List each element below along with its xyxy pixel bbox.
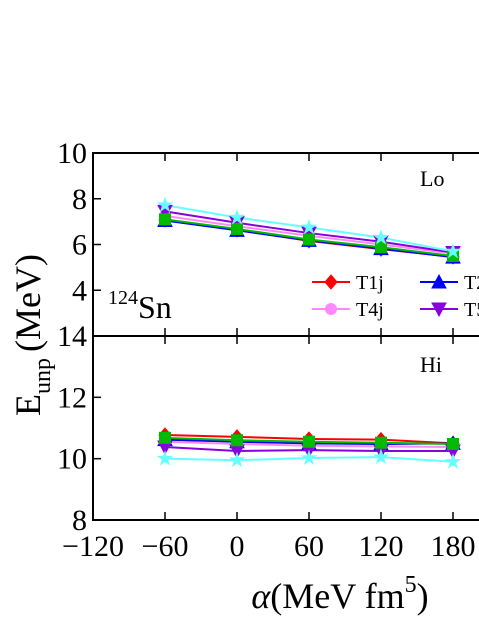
- x-tick-label: 60: [294, 530, 324, 563]
- x-label-symbol: α: [251, 576, 271, 616]
- y-axis-label: Eunp (MeV): [8, 254, 56, 416]
- data-point: [375, 241, 387, 254]
- data-point: [300, 449, 318, 466]
- data-point: [228, 451, 246, 468]
- data-point: [303, 233, 315, 246]
- data-point: [159, 431, 171, 444]
- data-point: [444, 453, 462, 469]
- data-point: [372, 229, 390, 245]
- x-axis-label: α(MeV fm5): [251, 572, 428, 616]
- data-point: [228, 208, 246, 225]
- x-label-close: ): [417, 576, 429, 616]
- y-tick-label: 8: [72, 504, 87, 537]
- legend-marker: [431, 302, 447, 318]
- y-label-sub: unp: [30, 358, 56, 394]
- annotation-text: Sn: [138, 289, 172, 325]
- x-label-sup: 5: [405, 572, 417, 598]
- legend-label: T5: [464, 299, 479, 321]
- legend-marker: [431, 273, 447, 289]
- legend-label: T2: [464, 272, 479, 294]
- y-tick-label: 6: [72, 229, 87, 262]
- y-tick-label: 10: [57, 137, 87, 170]
- data-point: [372, 448, 390, 465]
- data-point: [447, 437, 459, 450]
- y-tick-label: 4: [72, 274, 87, 307]
- y-label-main: E: [8, 394, 48, 416]
- data-point: [156, 450, 174, 466]
- x-tick-label: −60: [142, 530, 189, 563]
- x-label-unit: (MeV fm: [270, 576, 404, 616]
- data-point: [159, 213, 171, 226]
- panel-label: Lo: [420, 166, 444, 191]
- annotation-sup: 124: [108, 287, 138, 309]
- legend-marker: [325, 303, 337, 315]
- legend-label: T4j: [356, 299, 384, 321]
- x-tick-label: 0: [230, 530, 245, 563]
- y-tick-label: 10: [57, 443, 87, 476]
- data-point: [300, 218, 318, 235]
- x-tick-label: −120: [62, 530, 124, 563]
- data-point: [231, 434, 243, 447]
- legend-label: T1j: [356, 272, 384, 294]
- panel-label: Hi: [420, 352, 442, 377]
- data-point: [156, 196, 174, 213]
- y-tick-label: 8: [72, 183, 87, 216]
- data-point: [444, 242, 462, 259]
- legend-marker: [324, 274, 338, 290]
- y-label-unit: (MeV): [8, 254, 48, 352]
- data-point: [303, 435, 315, 448]
- x-tick-label: 120: [359, 530, 404, 563]
- data-point: [375, 436, 387, 449]
- nucleus-annotation: 124Sn: [108, 287, 172, 325]
- data-point: [231, 222, 243, 235]
- y-tick-label: 14: [57, 320, 87, 353]
- x-tick-label: 180: [431, 530, 476, 563]
- y-tick-label: 12: [57, 381, 87, 414]
